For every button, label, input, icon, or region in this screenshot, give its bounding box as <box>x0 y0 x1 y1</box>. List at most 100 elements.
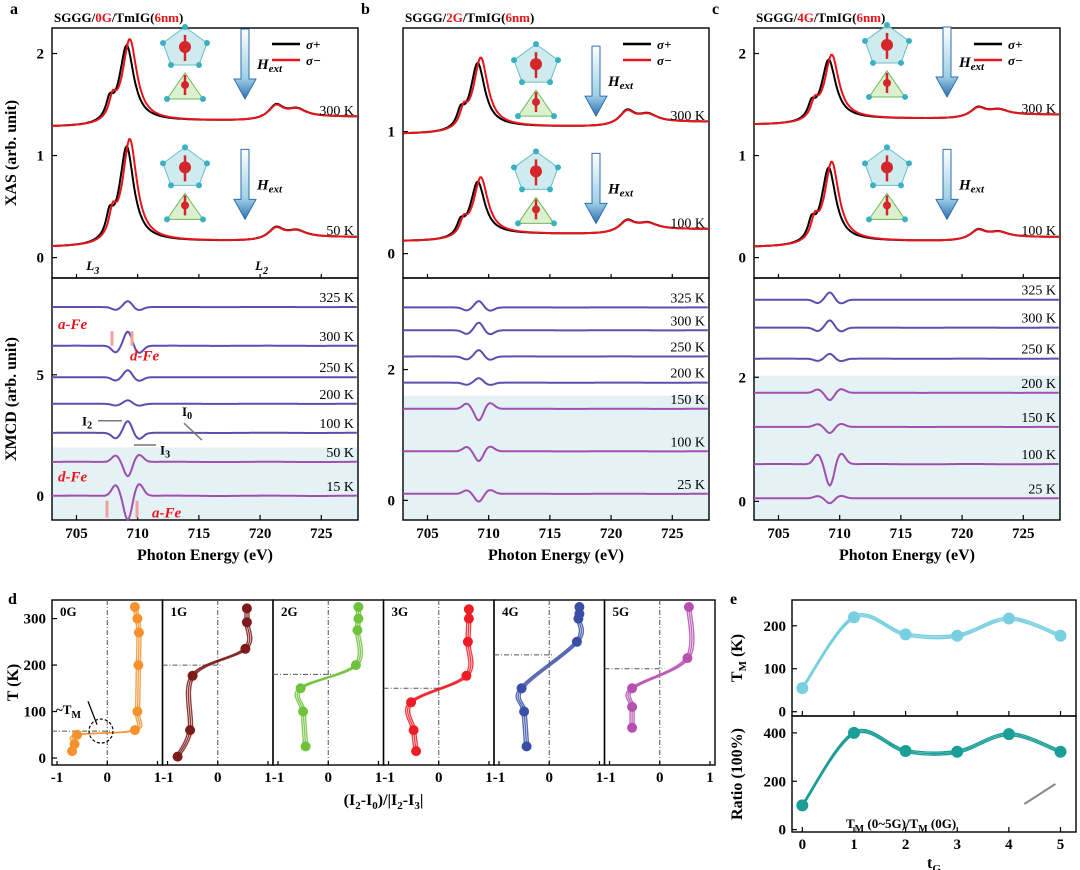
data-point-5G <box>627 722 638 733</box>
x-axis-label-c: Photon Energy (eV) <box>839 547 975 564</box>
y-tick-label-d: 0 <box>39 751 47 767</box>
o-atom <box>511 57 517 64</box>
data-point-2G <box>352 625 363 636</box>
xmcd-temp-label-b-6: 25 K <box>677 478 705 493</box>
subplot-label-5G: 5G <box>613 604 630 619</box>
legend-label-sigma-plus: σ+ <box>306 37 320 52</box>
title-part-c-1: 4G <box>797 10 814 25</box>
o-atom <box>204 39 210 46</box>
o-atom <box>200 216 206 223</box>
l3-letter: L <box>85 258 94 273</box>
fit-curve-e-top <box>801 613 1061 687</box>
x-tick-label-b: 720 <box>600 526 623 542</box>
x-axis-label-e: tG <box>927 855 941 870</box>
xmcd-trace-b-1 <box>403 321 708 336</box>
xmcd-temp-label-a-1: 300 K <box>319 330 354 345</box>
fe-atom <box>532 205 540 214</box>
o-atom <box>551 220 557 227</box>
fe-atom <box>881 38 893 51</box>
xas-y-tick-label-b: 0 <box>388 247 396 263</box>
data-point-5G <box>627 701 638 712</box>
o-atom <box>902 93 908 100</box>
subplot-label-0G: 0G <box>60 604 77 619</box>
title-part-b-3: 6nm <box>505 10 530 25</box>
crystal-structure-icon <box>160 23 210 102</box>
h-ext-subscript: ext <box>620 80 634 92</box>
data-point-0G <box>133 627 144 638</box>
data-point-2G <box>295 683 306 694</box>
crystal-structure-icon <box>511 41 561 120</box>
legend-label-sigma-minus: σ− <box>657 53 672 68</box>
o-atom <box>862 37 868 44</box>
title-part-c-2: /TmIG( <box>813 10 857 25</box>
o-atom <box>519 186 525 193</box>
panel-label-a: a <box>10 1 18 18</box>
ylabel-sub: M <box>737 660 749 671</box>
h-ext-arrow <box>584 152 608 225</box>
legend-label-sigma-plus: σ+ <box>657 37 671 52</box>
data-point-5G <box>683 602 694 612</box>
x-tick-label-b: 715 <box>539 526 562 542</box>
fe-atom <box>179 40 191 53</box>
xas-sigma-minus-b-0 <box>402 56 708 135</box>
data-point-4G <box>519 706 530 717</box>
o-atom <box>164 216 170 223</box>
data-point-2G <box>353 613 364 624</box>
h-ext-label: Hext <box>607 74 634 92</box>
data-point-0G <box>132 706 143 717</box>
xmcd-trace-b-0 <box>403 300 708 312</box>
y-tick-label-e: 0 <box>779 705 787 721</box>
o-atom <box>168 61 174 68</box>
tm-pointer <box>87 701 98 725</box>
xmcd-trace-c-5 <box>753 452 1059 487</box>
title-part-b-0: SGGG/ <box>405 10 447 25</box>
title-part-c-3: 6nm <box>856 10 881 25</box>
data-point-0G <box>129 602 140 612</box>
data-point-e-top <box>796 682 809 695</box>
data-point-2G <box>298 706 309 717</box>
x-tick-label-d: 1 <box>154 770 162 786</box>
data-point-1G <box>185 725 196 736</box>
h-ext-label: Hext <box>958 55 985 73</box>
xas-temp-label-c-1: 100 K <box>1021 224 1056 239</box>
h-ext-arrow <box>233 148 257 221</box>
xas-sigma-plus-b-1 <box>403 180 708 242</box>
fe-atom <box>179 161 191 174</box>
data-point-1G <box>172 751 183 762</box>
chart-title-c: SGGG/4G/TmIG(6nm) <box>756 10 885 25</box>
crystal-structure-icon <box>511 148 561 227</box>
legend-label-sigma-minus: σ− <box>1008 53 1023 68</box>
y-axis-label-d: T (K) <box>5 664 22 701</box>
shaded-region-c <box>754 375 1060 520</box>
data-point-e-bottom <box>1054 745 1067 758</box>
ratio-annotation-part: (0~5G)/T <box>864 816 918 831</box>
xas-y-tick-label-c: 2 <box>739 47 747 63</box>
xas-temp-label-a-1: 50 K <box>326 224 354 239</box>
ylabel-part: T <box>729 671 746 682</box>
h-ext-arrow <box>935 148 959 221</box>
xmcd-temp-label-c-6: 25 K <box>1028 482 1056 497</box>
xas-sigma-minus-a-0 <box>51 38 357 127</box>
fe-atom <box>881 161 893 174</box>
subplot-label-1G: 1G <box>171 604 188 619</box>
o-atom <box>884 21 890 28</box>
xmcd-temp-label-b-3: 200 K <box>670 367 705 382</box>
xmcd-temp-label-c-1: 300 K <box>1021 312 1056 327</box>
xas-sigma-plus-b-0 <box>403 61 708 135</box>
xlabel-sub: G <box>932 863 941 870</box>
panel-label-c: c <box>712 1 719 18</box>
xmcd-trace-b-3 <box>403 377 708 386</box>
d-fe-annotation: d-Fe <box>58 469 88 485</box>
y-tick-label-e: 400 <box>764 726 787 742</box>
shaded-region-a <box>52 447 358 520</box>
panel-label-e: e <box>730 591 737 608</box>
x-tick-label-d: -1 <box>382 770 395 786</box>
xmcd-temp-label-a-5: 50 K <box>326 446 354 461</box>
ratio-annotation-part: M <box>855 824 865 835</box>
xas-y-tick-label-a: 2 <box>37 47 45 63</box>
h-ext-arrow <box>233 28 257 101</box>
xmcd-temp-label-c-3: 200 K <box>1021 377 1056 392</box>
x-tick-label-d: 1 <box>375 770 383 786</box>
xmcd-trace-c-1 <box>754 319 1059 333</box>
